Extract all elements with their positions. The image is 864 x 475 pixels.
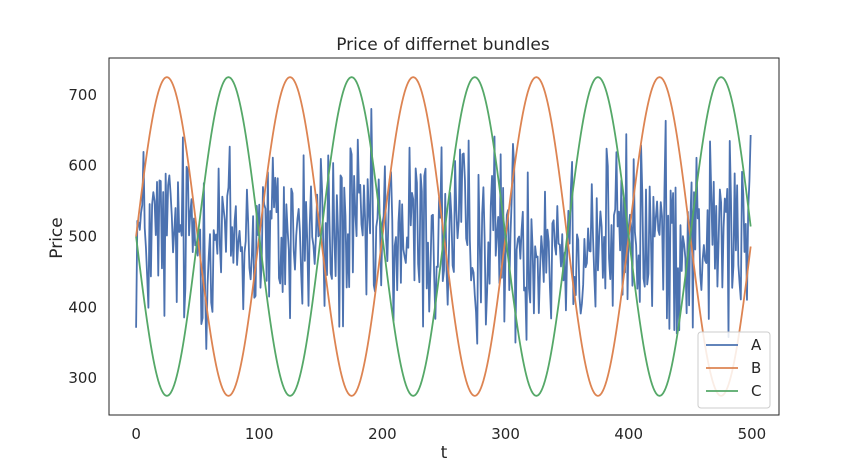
- ticks-layer: 0 100 200 300 400 500 300 400 500 600 700: [68, 86, 766, 443]
- x-tick-label: 400: [614, 425, 643, 443]
- y-tick-label: 300: [68, 369, 97, 387]
- x-tick-label: 500: [738, 425, 767, 443]
- x-tick-label: 300: [491, 425, 520, 443]
- series-layer: [135, 76, 752, 397]
- legend-box: [697, 331, 771, 409]
- x-tick-label: 200: [368, 425, 397, 443]
- x-tick-label: 0: [131, 425, 141, 443]
- chart-title: Price of differnet bundles: [336, 35, 550, 55]
- y-tick-label: 700: [68, 86, 97, 104]
- y-axis-label: Price: [47, 217, 67, 258]
- y-tick-label: 400: [68, 298, 97, 316]
- legend-label-a: A: [751, 336, 762, 354]
- legend-label-b: B: [751, 359, 761, 377]
- plot-area-frame: [108, 57, 780, 416]
- legend: ABC: [697, 331, 771, 409]
- series-line-c: [135, 76, 752, 397]
- y-tick-label: 500: [68, 228, 97, 246]
- x-tick-label: 100: [245, 425, 274, 443]
- y-tick-label: 600: [68, 157, 97, 175]
- series-line-a: [135, 107, 752, 350]
- x-axis-label: t: [441, 443, 448, 463]
- series-line-b: [135, 76, 752, 397]
- legend-label-c: C: [751, 382, 761, 400]
